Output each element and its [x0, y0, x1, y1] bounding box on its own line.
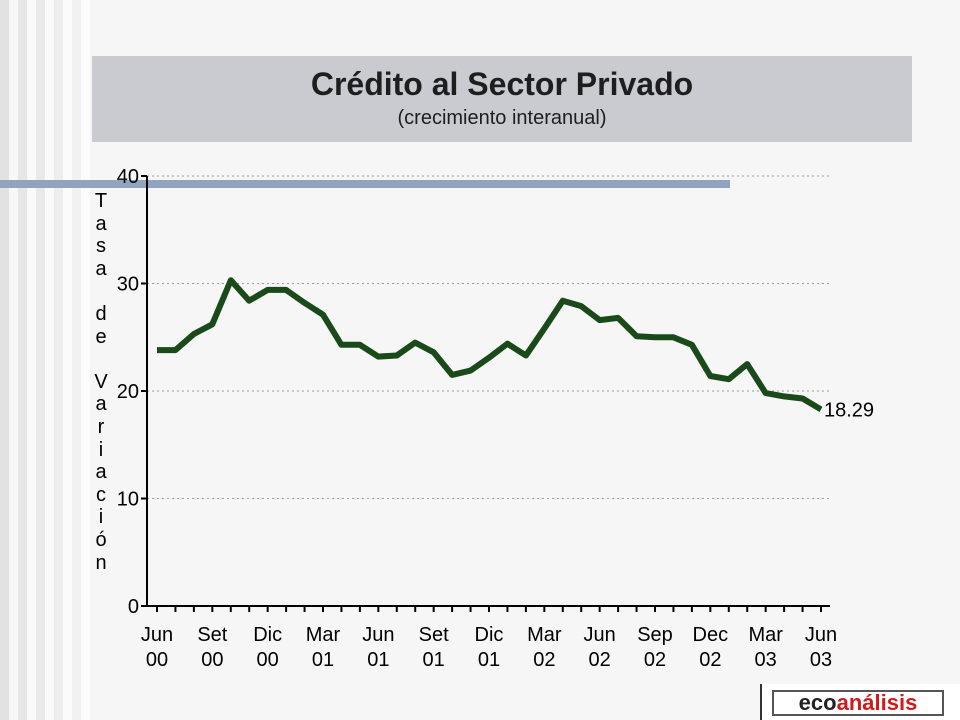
x-tick-label: Dic: [475, 624, 504, 646]
y-tick-label: 10: [117, 489, 139, 511]
y-axis-label-char: [88, 280, 114, 303]
y-tick-label: 30: [117, 274, 139, 296]
x-tick-label: 02: [644, 649, 666, 671]
x-tick-label: 01: [312, 649, 334, 671]
x-tick-label: 01: [367, 649, 389, 671]
x-tick-label: Jun: [584, 624, 616, 646]
y-axis-label-char: V: [94, 370, 108, 393]
x-tick-label: 00: [146, 649, 168, 671]
y-axis-label-char: a: [95, 212, 107, 235]
end-value-label: 18.29: [824, 399, 874, 421]
y-axis-label-char: r: [97, 415, 105, 438]
x-tick-label: Set: [419, 624, 449, 646]
x-tick-label: 02: [533, 649, 555, 671]
x-tick-label: 00: [257, 649, 279, 671]
x-tick-label: 03: [755, 649, 777, 671]
y-axis-label-char: a: [95, 461, 107, 484]
decorative-rule: [0, 180, 730, 188]
x-tick-label: 03: [810, 649, 832, 671]
x-tick-label: Dic: [253, 624, 282, 646]
x-tick-label: Set: [197, 624, 227, 646]
y-axis-label-char: d: [95, 302, 107, 325]
x-tick-label: 02: [589, 649, 611, 671]
y-axis-label-char: a: [95, 393, 107, 416]
y-axis-label-char: s: [96, 235, 106, 258]
x-tick-label: Sep: [637, 624, 673, 646]
chart-title: Crédito al Sector Privado: [310, 66, 694, 102]
x-tick-label: Jun: [141, 624, 173, 646]
x-tick-label: 00: [201, 649, 223, 671]
y-axis-label-char: c: [96, 483, 106, 506]
y-axis-label-char: T: [94, 190, 108, 212]
x-tick-label: Mar: [748, 624, 783, 646]
chart-subtitle: (crecimiento interanual): [397, 107, 607, 129]
y-tick-label: 0: [128, 596, 139, 618]
x-tick-label: 01: [423, 649, 445, 671]
y-axis-label-char: [88, 348, 114, 371]
y-axis-label-char: a: [95, 257, 107, 280]
y-axis-label-char: i: [98, 438, 104, 461]
title-banner: Crédito al Sector Privado (crecimiento i…: [92, 56, 912, 142]
x-tick-label: Dec: [693, 624, 729, 646]
x-tick-label: Mar: [306, 624, 341, 646]
y-axis-label-char: n: [95, 551, 107, 574]
y-tick-label: 40: [117, 166, 139, 188]
y-axis-label-char: e: [95, 325, 107, 348]
y-tick-label: 20: [117, 381, 139, 403]
x-tick-label: 01: [478, 649, 500, 671]
y-axis-label-char: ó: [95, 528, 107, 551]
ecoanalisis-logo: ecoanálisis: [760, 684, 960, 720]
x-tick-label: 02: [699, 649, 721, 671]
y-axis-label-char: i: [98, 506, 104, 529]
series-line: [157, 277, 823, 412]
x-tick-label: Mar: [527, 624, 562, 646]
x-tick-label: Jun: [805, 624, 837, 646]
x-tick-label: Jun: [362, 624, 394, 646]
